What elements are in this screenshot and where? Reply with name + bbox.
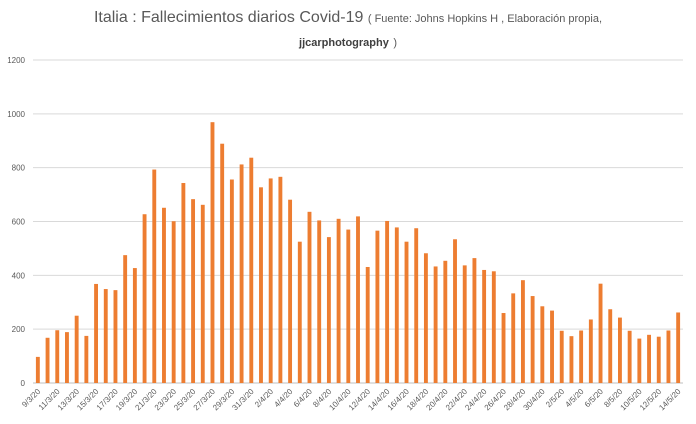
- x-tick-label: 2/5/20: [544, 387, 566, 409]
- bar: [162, 207, 166, 383]
- bar: [220, 143, 225, 383]
- bar: [35, 356, 40, 383]
- bar: [55, 330, 60, 383]
- bar: [132, 268, 137, 383]
- chart-title-note: ( Fuente: Johns Hopkins H , Elaboración …: [367, 13, 603, 25]
- bar: [326, 237, 331, 383]
- bar: [307, 211, 312, 383]
- bar: [404, 241, 409, 383]
- chart-title-main: Italia : Fallecimientos diarios Covid-19: [93, 9, 364, 26]
- bar: [191, 199, 196, 383]
- x-tick-label: 14/5/20: [657, 387, 683, 413]
- y-tick-label: 800: [12, 164, 26, 173]
- bar: [501, 313, 506, 383]
- bar: [317, 220, 322, 383]
- bar: [375, 230, 380, 383]
- chart-subtitle: jjcarphotography ): [0, 33, 696, 51]
- x-tick-label: 2/4/20: [253, 387, 275, 409]
- bar: [297, 241, 302, 383]
- x-tick-label: 6/4/20: [292, 387, 314, 409]
- bar: [608, 309, 613, 383]
- bar: [443, 260, 448, 383]
- bar: [113, 290, 118, 383]
- y-tick-label: 200: [12, 325, 26, 334]
- bar: [676, 312, 681, 383]
- bar: [288, 199, 293, 383]
- bar: [278, 176, 283, 383]
- bar: [520, 280, 525, 383]
- y-tick-label: 0: [21, 379, 26, 388]
- bar: [656, 336, 661, 383]
- bar: [530, 296, 535, 383]
- bar: [627, 330, 632, 383]
- bar: [453, 239, 457, 383]
- bar: [152, 169, 157, 383]
- chart-title: Italia : Fallecimientos diarios Covid-19…: [0, 9, 696, 27]
- bar: [569, 336, 574, 383]
- bar: [268, 178, 273, 383]
- bar: [550, 310, 554, 383]
- bar: [414, 228, 419, 383]
- bar: [181, 183, 186, 383]
- y-tick-label: 1200: [7, 56, 25, 65]
- x-tick-label: 30/4/20: [521, 387, 547, 413]
- bar: [423, 253, 428, 383]
- bar: [200, 204, 205, 383]
- bar: [259, 187, 263, 383]
- chart-title-author: jjcarphotography: [299, 37, 389, 49]
- bar: [598, 283, 603, 383]
- bar: [618, 317, 622, 383]
- chart-title-close: ): [393, 37, 397, 49]
- y-tick-label: 1000: [7, 110, 25, 119]
- bar: [210, 122, 215, 384]
- bar: [491, 271, 496, 383]
- bar: [365, 266, 370, 383]
- bar: [588, 319, 593, 383]
- x-tick-label: 4/4/20: [272, 387, 294, 409]
- bar: [482, 269, 487, 383]
- bar: [103, 289, 108, 383]
- x-tick-label: 6/5/20: [583, 387, 605, 409]
- bar: [74, 315, 79, 383]
- bar: [171, 221, 176, 383]
- bar: [249, 157, 254, 383]
- bar: [385, 220, 390, 383]
- bar: [123, 255, 128, 383]
- bar: [462, 265, 467, 383]
- bar: [94, 283, 98, 383]
- bar: [356, 216, 360, 383]
- x-tick-label: 4/5/20: [563, 387, 585, 409]
- bar: [666, 330, 671, 383]
- bar: [346, 229, 351, 383]
- x-tick-label: 31/3/20: [230, 387, 256, 413]
- bar: [65, 332, 69, 383]
- bar: [433, 266, 438, 383]
- bar: [511, 293, 516, 383]
- bar: [336, 218, 341, 383]
- bar: [637, 338, 642, 383]
- bar: [579, 330, 584, 383]
- y-tick-label: 400: [12, 271, 26, 280]
- y-tick-label: 600: [12, 218, 26, 227]
- bar: [647, 334, 651, 383]
- bar: [84, 335, 89, 383]
- bar: [239, 164, 244, 383]
- bar: [229, 179, 234, 383]
- bar: [559, 330, 564, 383]
- bar: [394, 227, 399, 383]
- bar: [45, 337, 50, 383]
- bar: [540, 306, 545, 383]
- bar: [472, 258, 477, 383]
- bar: [142, 214, 147, 383]
